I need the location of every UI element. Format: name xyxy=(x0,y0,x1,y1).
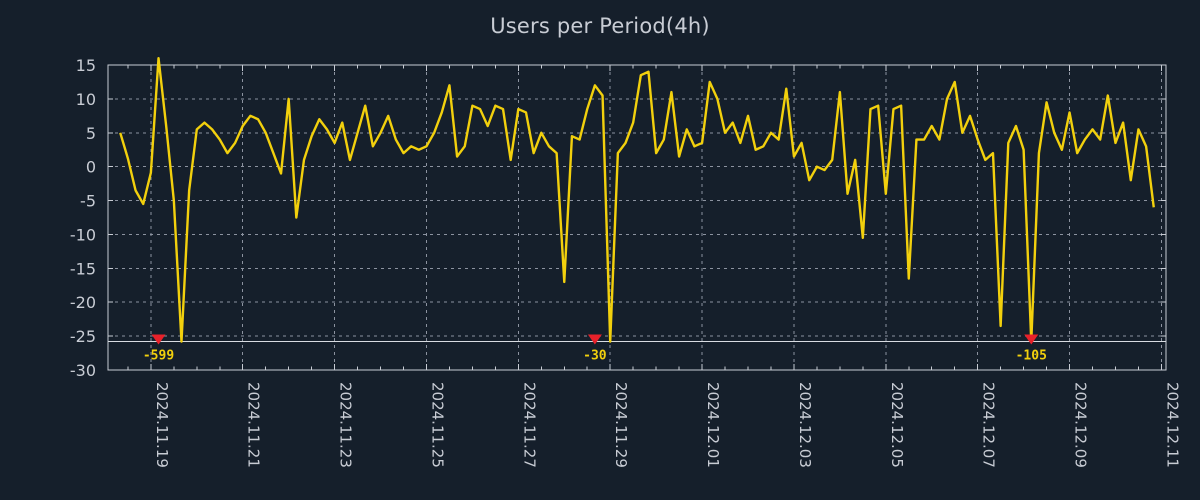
x-tick-label: 2024.12.09 xyxy=(1072,382,1090,468)
x-tick-label: 2024.12.07 xyxy=(980,382,998,468)
x-tick-label: 2024.12.05 xyxy=(888,382,906,468)
series-line xyxy=(119,57,1155,343)
x-tick-label: 2024.11.27 xyxy=(520,382,538,468)
plot-border xyxy=(107,64,1167,371)
annotation-marker-icon xyxy=(151,334,166,345)
y-tick-label: -15 xyxy=(70,259,96,278)
gridlines xyxy=(108,64,1166,370)
plot-frame xyxy=(107,64,1167,371)
x-tick-label: 2024.11.23 xyxy=(337,382,355,468)
data-series xyxy=(119,57,1155,343)
x-tick-label: 2024.12.01 xyxy=(704,382,722,468)
x-tick-label: 2024.12.03 xyxy=(796,382,814,468)
annotation-marker-icon xyxy=(587,334,602,345)
x-tick-label: 2024.12.11 xyxy=(1163,382,1181,468)
y-tick-label: 15 xyxy=(76,56,96,75)
y-tick-label: -5 xyxy=(80,192,96,211)
annotations: -599 -30 -105 xyxy=(143,334,1047,364)
annotation-marker-icon xyxy=(1024,334,1039,345)
annotation-label: -105 xyxy=(1016,349,1047,364)
x-axis-labels: 2024.11.19 2024.11.21 2024.11.23 2024.11.25… xyxy=(153,382,1182,468)
x-tick-label: 2024.11.29 xyxy=(612,382,630,468)
annotation-label: -30 xyxy=(583,349,607,364)
y-tick-label: -10 xyxy=(70,225,96,244)
axis-ticks xyxy=(108,64,1166,371)
x-tick-label: 2024.11.19 xyxy=(153,382,171,468)
y-tick-label: -20 xyxy=(70,293,96,312)
y-tick-label: 10 xyxy=(76,90,96,109)
y-axis-labels: 15 10 5 0 -5 -10 -15 -20 -25 -30 xyxy=(70,56,96,380)
y-tick-label: -25 xyxy=(70,327,96,346)
y-tick-label: -30 xyxy=(70,361,96,380)
y-tick-label: 0 xyxy=(86,158,96,177)
page-title: Users per Period(4h) xyxy=(490,14,710,38)
annotation-label: -599 xyxy=(143,349,174,364)
x-tick-label: 2024.11.25 xyxy=(428,382,446,468)
y-tick-label: 5 xyxy=(86,124,96,143)
x-tick-label: 2024.11.21 xyxy=(245,382,263,468)
